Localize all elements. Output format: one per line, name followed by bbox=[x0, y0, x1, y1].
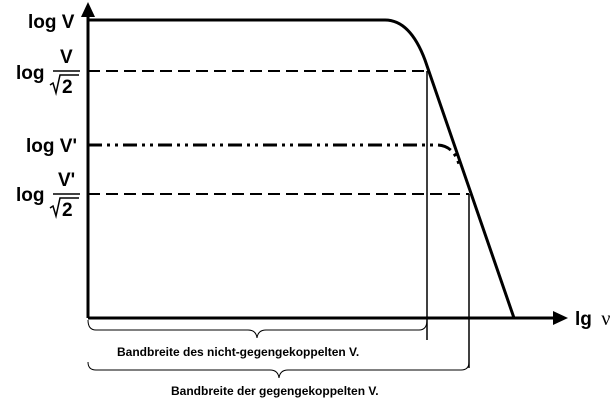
log-word-1: log bbox=[16, 63, 45, 84]
v-numerator: V bbox=[60, 47, 73, 68]
x-axis-label-lg: lg bbox=[575, 309, 592, 330]
feedback-bandwidth-label: Bandbreite der gegengekoppelten V. bbox=[171, 384, 379, 398]
y-axis-arrowhead bbox=[81, 2, 95, 17]
log-word-2: log bbox=[16, 185, 45, 206]
feedback-bandwidth-brace bbox=[87, 361, 470, 379]
sqrt-sign-2 bbox=[49, 197, 79, 219]
sqrt-sign-1 bbox=[49, 74, 79, 96]
x-axis-arrowhead bbox=[553, 311, 568, 325]
feedback-gain-curve bbox=[88, 143, 462, 169]
label-log-v: log V bbox=[28, 12, 75, 33]
label-log-v-prime: log V' bbox=[26, 136, 77, 157]
sqrt2-denominator-1: 2 bbox=[62, 77, 73, 98]
x-axis-label-nu: ν bbox=[601, 308, 610, 330]
open-loop-gain-curve bbox=[88, 18, 516, 319]
label-log-v-over-sqrt2: log V 2 bbox=[16, 47, 80, 98]
v-prime-numerator: V' bbox=[58, 170, 75, 191]
x-axis-label: lg ν bbox=[575, 308, 610, 330]
open-loop-bandwidth-brace bbox=[87, 319, 428, 339]
label-log-v-prime-over-sqrt2: log V' 2 bbox=[16, 170, 80, 221]
sqrt2-denominator-2: 2 bbox=[62, 200, 73, 221]
open-loop-bandwidth-label: Bandbreite des nicht-gegengekoppelten V. bbox=[117, 345, 359, 359]
